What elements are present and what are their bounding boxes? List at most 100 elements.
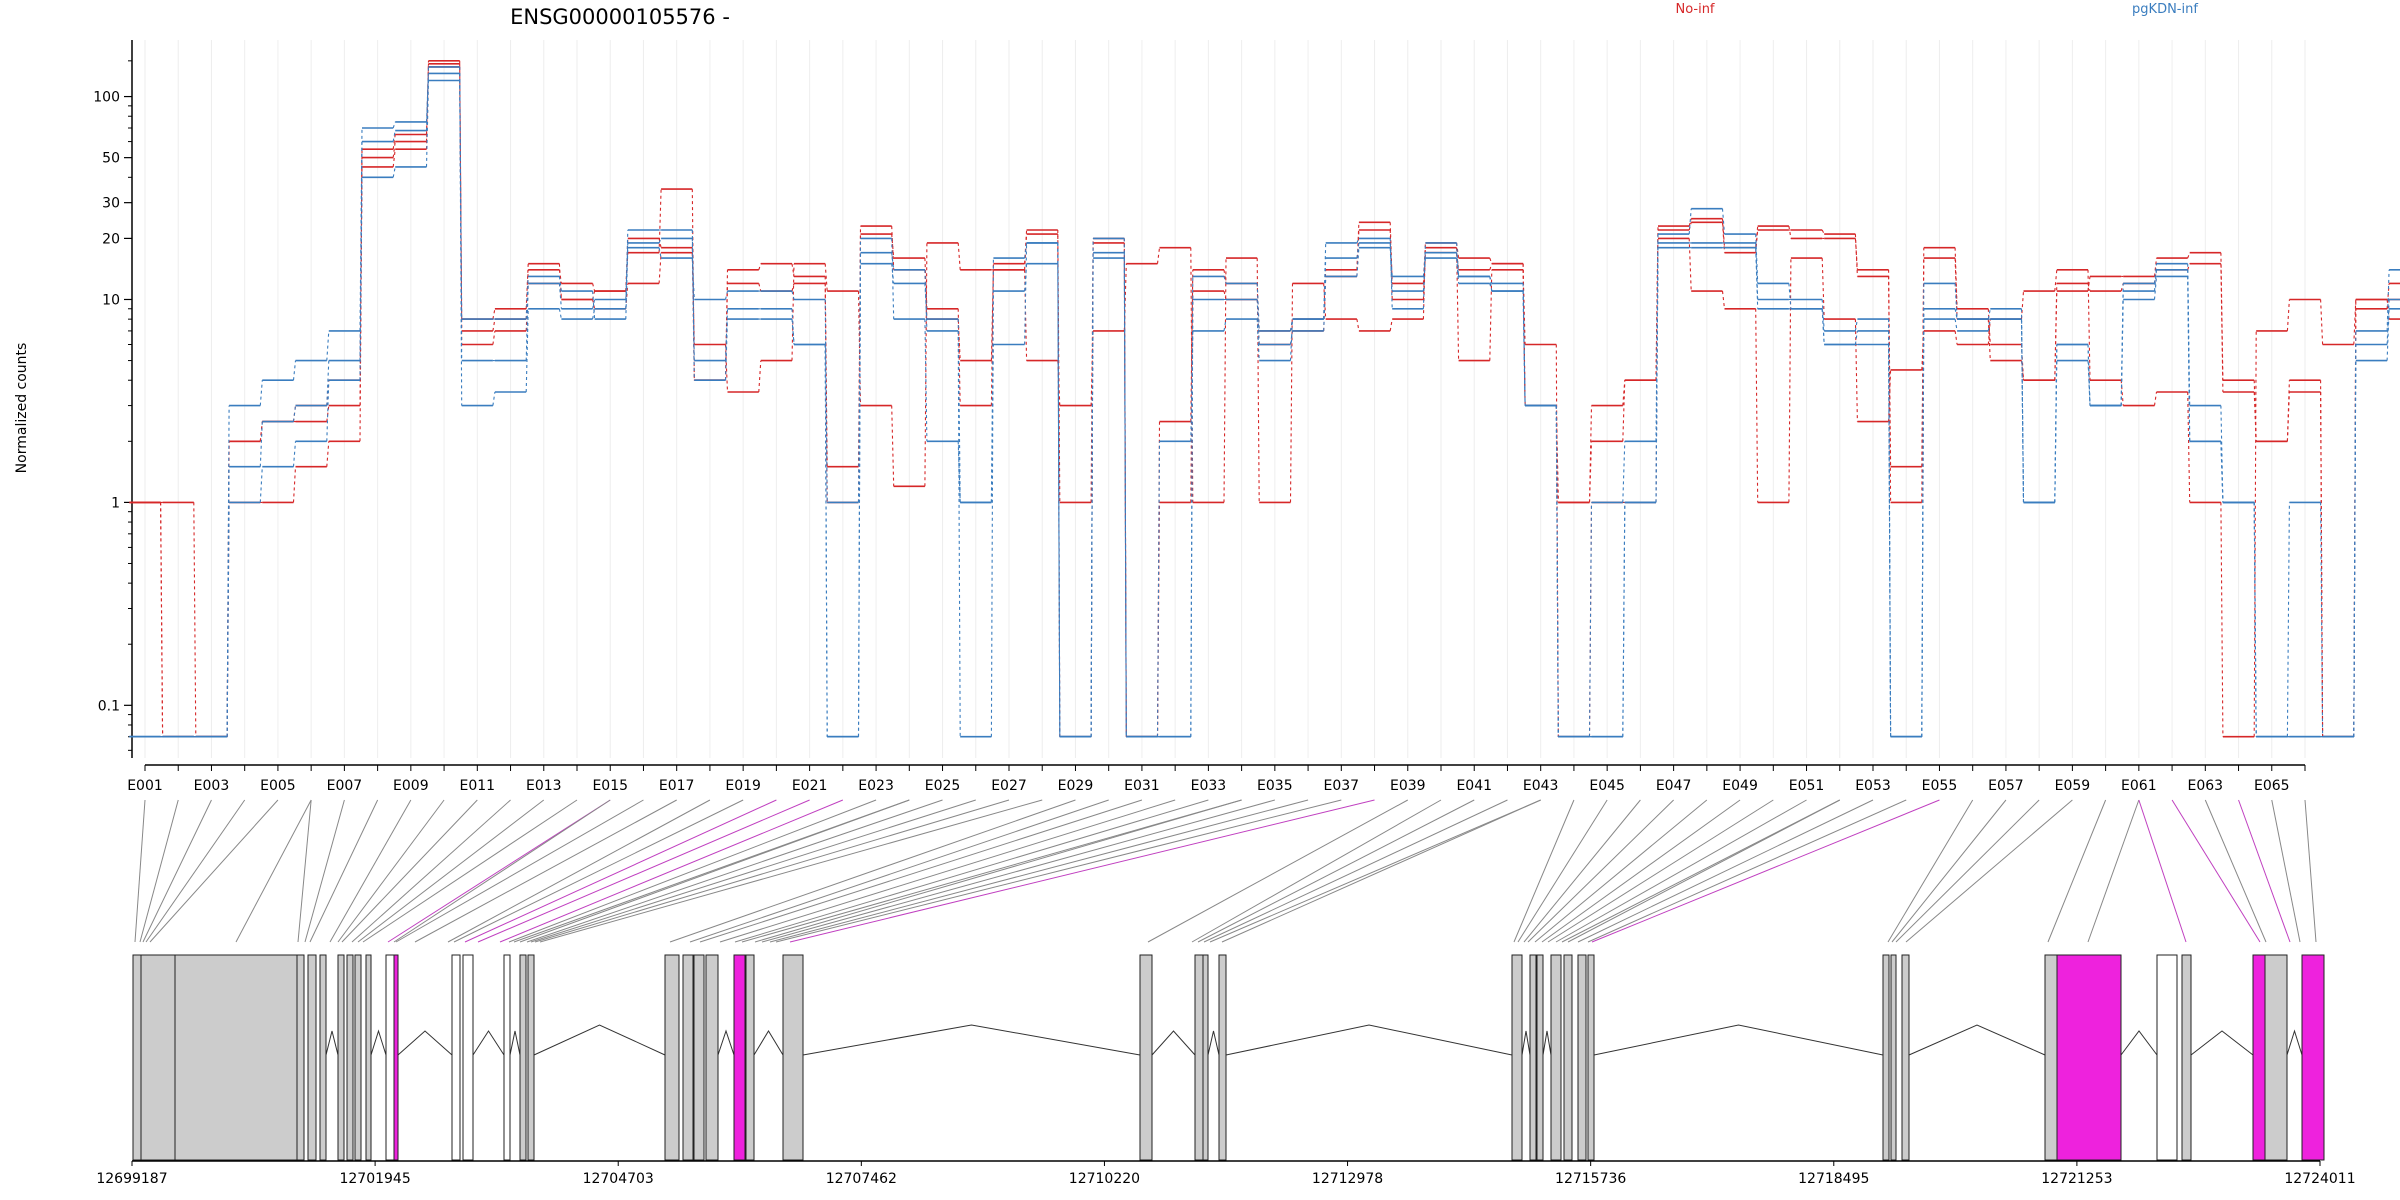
- exon-connector: [1591, 799, 1940, 943]
- genomic-tick-label: 12699187: [96, 1171, 167, 1187]
- series-connector-segments: [160, 63, 2390, 738]
- x-tick-label: E053: [1855, 778, 1891, 794]
- exon-block: [1194, 954, 1204, 1161]
- exon-connector: [145, 799, 246, 943]
- exon-connector: [539, 799, 1043, 943]
- genomic-tick-label: 12710220: [1069, 1171, 1140, 1187]
- series-level-segments: [129, 63, 2400, 738]
- x-tick-label: E033: [1191, 778, 1227, 794]
- exon-connector: [1891, 799, 2007, 943]
- intron-line: [802, 1024, 1141, 1056]
- exon-block: [462, 954, 474, 1161]
- exon-block: [503, 954, 511, 1161]
- x-tick-label: E063: [2188, 778, 2224, 794]
- intron-line: [370, 1029, 387, 1056]
- series-line: [129, 60, 2400, 738]
- intron-line: [753, 1030, 784, 1056]
- x-tick-label: E027: [991, 778, 1027, 794]
- exon-block: [1202, 954, 1209, 1161]
- exon-connector: [1523, 799, 1641, 943]
- exon-block: [365, 954, 372, 1161]
- intron-line: [1908, 1024, 2046, 1056]
- exon-connector: [734, 799, 1209, 943]
- intron-line: [2286, 1029, 2303, 1056]
- gene-model-track: [132, 954, 2325, 1161]
- x-tick-label: E009: [393, 778, 429, 794]
- exon-connector: [1541, 799, 1741, 943]
- x-tick-label: E055: [1922, 778, 1958, 794]
- exon-block: [519, 954, 527, 1161]
- genomic-tick-label: 12718495: [1798, 1171, 1869, 1187]
- series-level-segments: [129, 66, 2400, 738]
- intron-line: [397, 1030, 453, 1056]
- intron-line: [717, 1029, 735, 1056]
- exon-block: [693, 954, 705, 1161]
- exon-connector: [395, 799, 644, 943]
- exon-block: [2252, 954, 2266, 1161]
- gridlines: [144, 40, 2306, 758]
- exon-connector: [1209, 799, 1541, 943]
- exon-connector: [393, 799, 611, 943]
- exon-connector: [1147, 799, 1409, 943]
- exon-block: [2301, 954, 2325, 1161]
- exon-connector: [337, 799, 445, 943]
- exon-block: [1901, 954, 1910, 1161]
- exon-connector: [477, 799, 810, 943]
- exon-block: [1882, 954, 1890, 1161]
- exon-connector: [341, 799, 478, 943]
- legend-no-inf: No-inf: [1675, 2, 1714, 17]
- genomic-tick-label: 12712978: [1312, 1171, 1383, 1187]
- exon-connector: [2304, 799, 2317, 943]
- x-tick-label: E039: [1390, 778, 1426, 794]
- exon-block: [682, 954, 694, 1161]
- exon-connector: [235, 799, 312, 943]
- exon-connector: [2204, 799, 2267, 943]
- exon-block: [2056, 954, 2122, 1161]
- exon-connector: [508, 799, 877, 943]
- genomic-tick-label: 12721253: [2041, 1171, 2112, 1187]
- exon-connector: [526, 799, 943, 943]
- y-tick-label: 100: [93, 90, 120, 106]
- exon-connector: [414, 799, 677, 943]
- x-tick-label: E005: [260, 778, 296, 794]
- series-connector-segments: [160, 66, 2390, 737]
- x-tick-label: E049: [1722, 778, 1758, 794]
- exon-block: [1587, 954, 1595, 1161]
- x-tick-label: E047: [1656, 778, 1692, 794]
- exon-connector: [357, 799, 545, 943]
- exon-connector: [1587, 799, 1907, 943]
- y-tick-label: 50: [102, 151, 120, 167]
- intron-line: [1521, 1030, 1531, 1056]
- exon-connector: [789, 799, 1375, 943]
- exon-connector: [149, 799, 279, 943]
- x-tick-label: E045: [1589, 778, 1625, 794]
- x-tick-label: E021: [792, 778, 828, 794]
- intron-line: [472, 1030, 505, 1056]
- exon-block: [337, 954, 345, 1161]
- exon-connector: [719, 799, 1176, 943]
- exon-block: [174, 954, 298, 1161]
- legend-pgkdn-inf: pgKDN-inf: [2132, 2, 2198, 17]
- exon-connector: [1547, 799, 1774, 943]
- series-connector-segments: [160, 60, 2390, 738]
- exon-connector: [530, 799, 976, 943]
- x-tick-label: E061: [2121, 778, 2157, 794]
- x-tick-label: E025: [925, 778, 961, 794]
- x-tick-label: E007: [327, 778, 363, 794]
- exon-block: [1890, 954, 1897, 1161]
- y-axis: 0.1 1 10 20 30 50 100: [93, 40, 133, 758]
- series-line: [129, 66, 2400, 738]
- exon-connector: [754, 799, 1242, 943]
- exon-connector: [2047, 799, 2107, 943]
- exon-connector: [1221, 799, 1541, 943]
- exon-connector: [134, 799, 146, 943]
- x-tick-label: E015: [592, 778, 628, 794]
- exon-block: [307, 954, 317, 1161]
- exon-block: [2181, 954, 2192, 1161]
- exon-connector: [1905, 799, 2073, 943]
- x-tick-label: E001: [127, 778, 163, 794]
- x-tick-label: E037: [1324, 778, 1360, 794]
- series-level-segments: [129, 72, 2400, 738]
- exon-connector: [362, 799, 578, 943]
